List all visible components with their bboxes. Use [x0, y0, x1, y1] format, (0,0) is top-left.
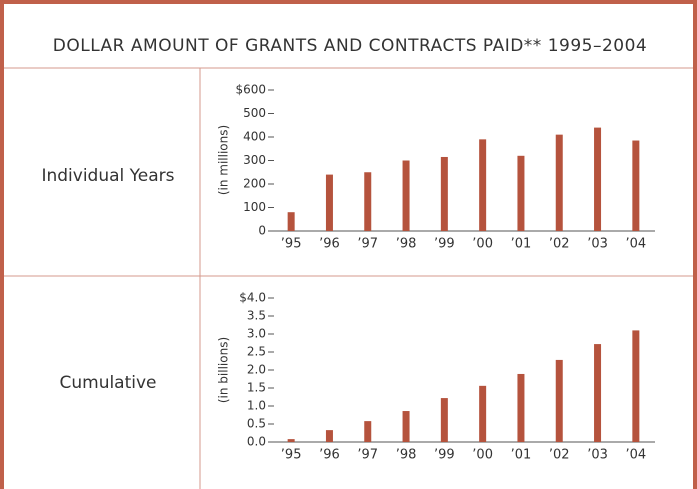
x-tick-label: ’97 [357, 237, 378, 252]
x-tick-label: ’01 [511, 237, 532, 252]
y-tick-label: 0.5 [247, 417, 266, 431]
y-tick-label: 2.5 [247, 345, 266, 359]
y-tick-label: 200 [243, 177, 266, 191]
bar [517, 155, 525, 231]
bar [287, 439, 295, 442]
bar [632, 330, 640, 442]
row-label: Cumulative [59, 373, 156, 393]
x-tick-label: ’99 [434, 237, 455, 252]
x-tick-label: ’03 [587, 448, 608, 463]
y-tick-label: 1.0 [247, 399, 266, 413]
y-tick-label: 400 [243, 130, 266, 144]
x-tick-label: ’04 [626, 448, 647, 463]
x-tick-label: ’95 [281, 448, 302, 463]
bar [517, 373, 525, 442]
y-tick-label: 0.0 [247, 435, 266, 449]
y-tick-label: 0 [258, 224, 266, 238]
bar [325, 174, 333, 231]
x-tick-label: ’96 [319, 448, 340, 463]
bar [325, 430, 333, 442]
x-tick-label: ’00 [472, 448, 493, 463]
bar [440, 156, 448, 231]
x-tick-label: ’01 [511, 448, 532, 463]
bar [632, 140, 640, 231]
bar [555, 359, 563, 442]
x-tick-label: ’03 [587, 237, 608, 252]
y-tick-label: 1.5 [247, 381, 266, 395]
x-tick-label: ’95 [281, 237, 302, 252]
y-tick-label: $600 [235, 83, 266, 97]
x-tick-label: ’00 [472, 237, 493, 252]
x-tick-label: ’99 [434, 448, 455, 463]
x-tick-label: ’02 [549, 237, 570, 252]
x-tick-label: ’97 [357, 448, 378, 463]
bar [364, 421, 372, 442]
x-tick-label: ’98 [396, 237, 417, 252]
y-tick-label: $4.0 [239, 291, 266, 305]
x-tick-label: ’04 [626, 237, 647, 252]
x-tick-label: ’98 [396, 448, 417, 463]
y-tick-label: 100 [243, 200, 266, 214]
y-axis-label: (in billions) [217, 337, 231, 403]
bar [402, 411, 410, 442]
y-axis-label: (in millions) [217, 125, 231, 195]
bar [479, 139, 487, 231]
bar [440, 398, 448, 442]
bar [402, 160, 410, 231]
y-tick-label: 3.0 [247, 327, 266, 341]
x-tick-label: ’02 [549, 448, 570, 463]
y-tick-label: 2.0 [247, 363, 266, 377]
x-tick-label: ’96 [319, 237, 340, 252]
bar [594, 127, 602, 231]
bar [364, 172, 372, 231]
page-title: DOLLAR AMOUNT OF GRANTS AND CONTRACTS PA… [53, 36, 647, 56]
y-tick-label: 500 [243, 106, 266, 120]
y-tick-label: 3.5 [247, 309, 266, 323]
bar [555, 134, 563, 231]
bar [479, 385, 487, 442]
y-tick-label: 300 [243, 153, 266, 167]
bar [594, 344, 602, 442]
row-label: Individual Years [41, 166, 174, 186]
bar [287, 212, 295, 231]
